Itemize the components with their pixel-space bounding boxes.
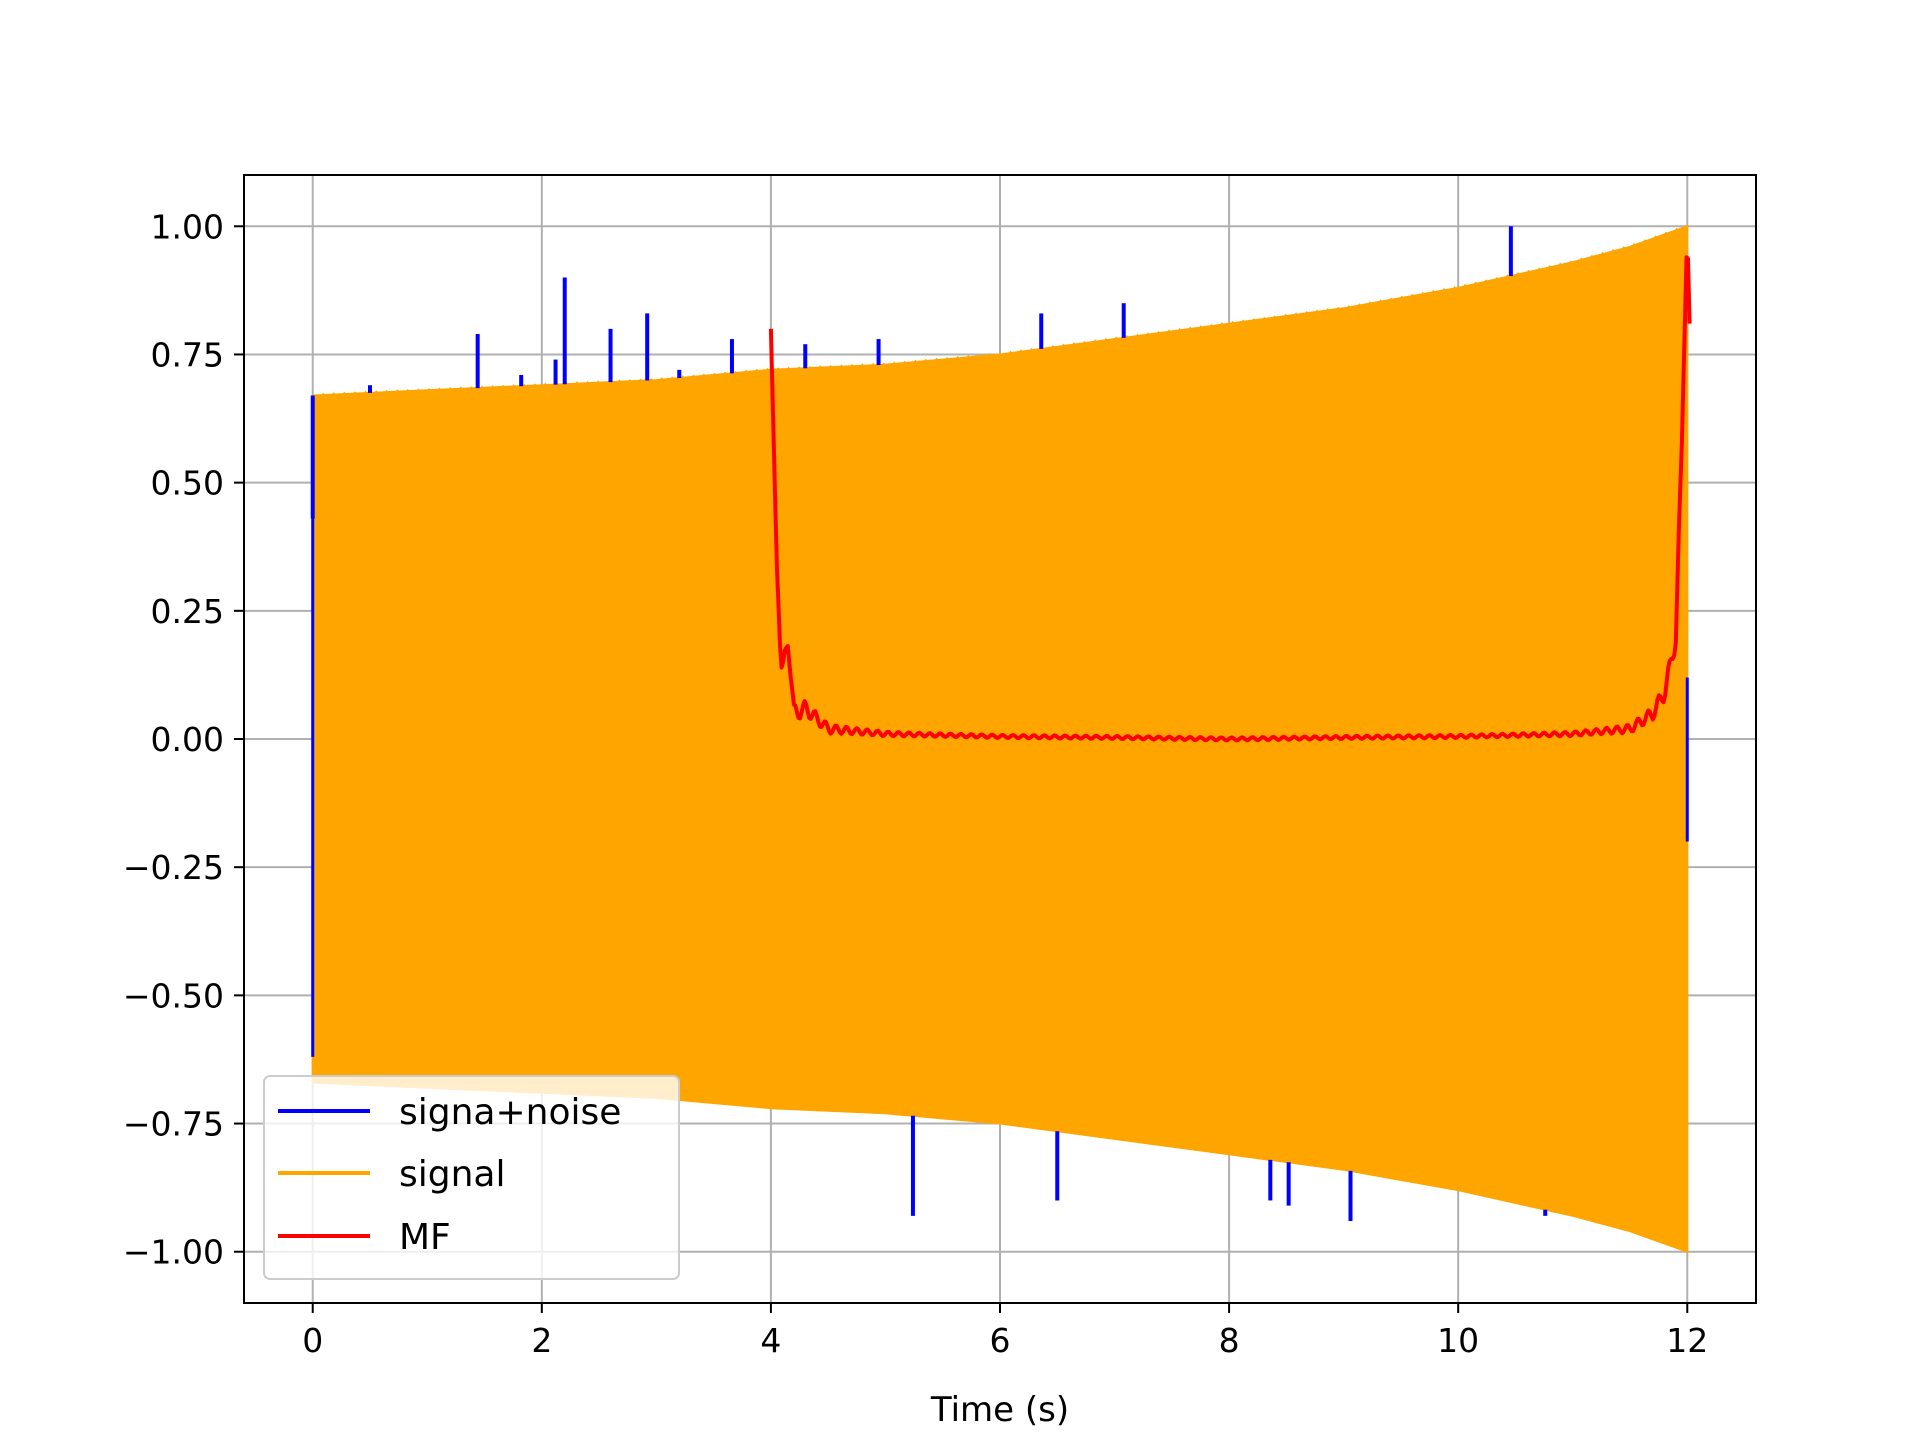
y-tick-label: 0.50	[151, 464, 224, 503]
legend-label-mf: MF	[399, 1217, 451, 1258]
y-tick-label: 0.75	[151, 335, 224, 374]
y-tick-labels: 1.00 0.75 0.50 0.25 0.00 −0.25 −0.50 −0.75 −1.00	[123, 207, 224, 1271]
y-tick-label: 0.00	[151, 720, 224, 759]
x-tick-label: 8	[1219, 1321, 1240, 1360]
x-tick-label: 12	[1666, 1321, 1708, 1360]
x-tick-labels: 0 2 4 6 8 10 12	[302, 1321, 1708, 1360]
legend: signa+noise signal MF	[263, 1075, 680, 1280]
x-tick-label: 4	[760, 1321, 781, 1360]
noise-series	[310, 226, 1689, 1221]
x-tick-label: 6	[990, 1321, 1011, 1360]
axis-ticks	[234, 225, 1689, 1313]
y-tick-label: −1.00	[123, 1233, 224, 1272]
y-tick-label: −0.50	[123, 976, 224, 1015]
mf-series	[768, 255, 1692, 743]
legend-box	[263, 1075, 680, 1280]
y-tick-label: 1.00	[151, 207, 224, 246]
x-tick-label: 2	[531, 1321, 552, 1360]
legend-label-signa-noise: signa+noise	[399, 1092, 621, 1133]
signal-peaks	[311, 225, 1689, 404]
y-tick-label: −0.25	[123, 848, 224, 887]
mf-line	[768, 255, 1692, 743]
legend-label-signal: signal	[399, 1154, 506, 1195]
x-axis-label: Time (s)	[930, 1390, 1069, 1430]
y-tick-label: 0.25	[151, 592, 224, 631]
y-tick-label: −0.75	[123, 1105, 224, 1144]
x-tick-label: 10	[1437, 1321, 1479, 1360]
x-tick-label: 0	[302, 1321, 323, 1360]
